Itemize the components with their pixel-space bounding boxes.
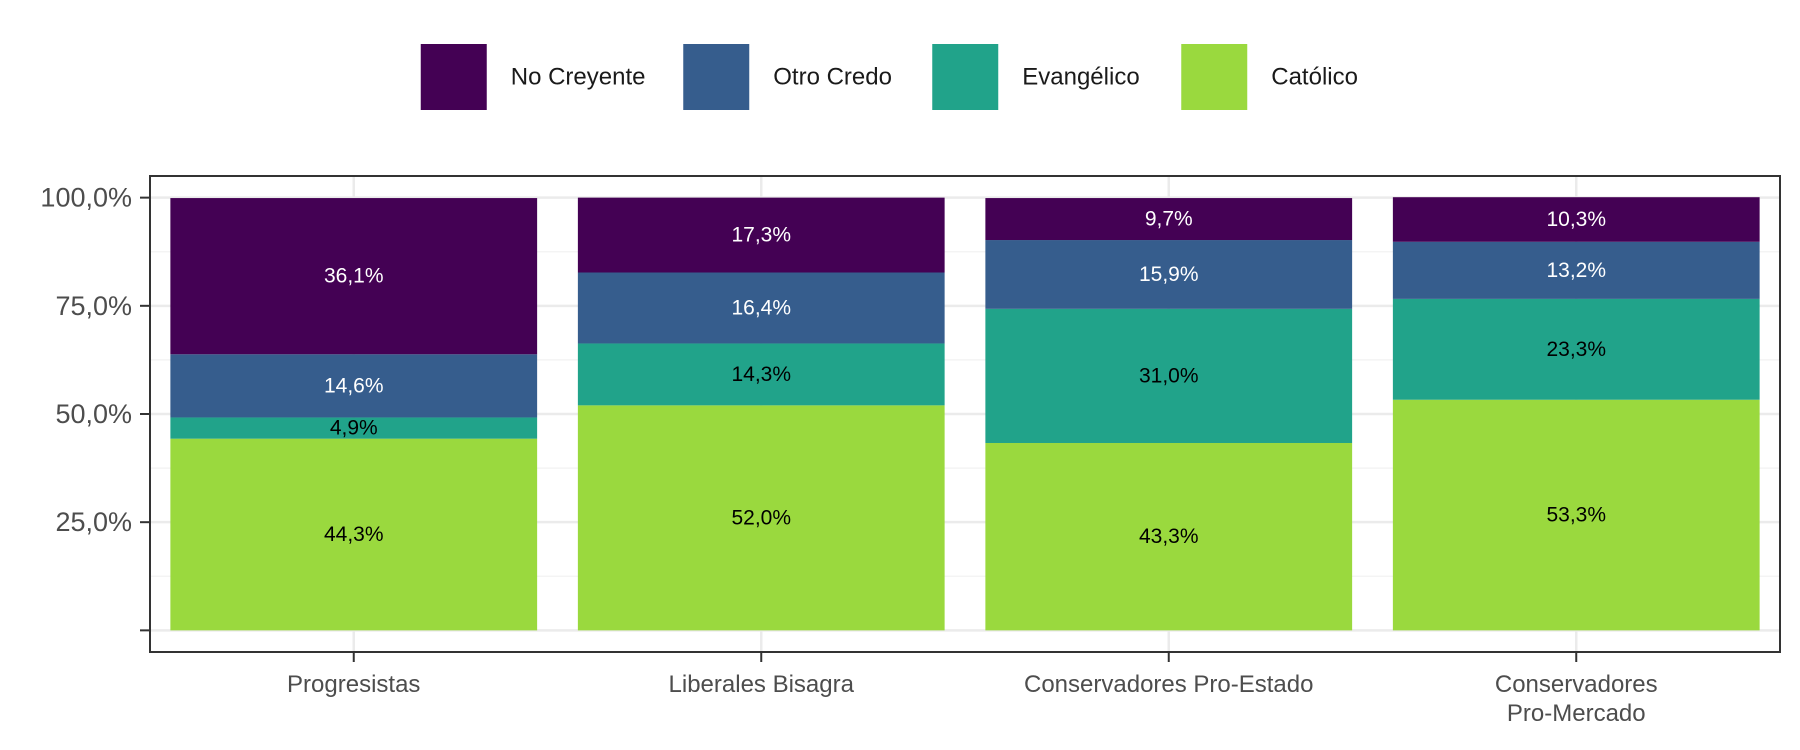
y-tick-label: 75,0% bbox=[55, 291, 132, 321]
bar-evangelico-liberales-bisagra bbox=[577, 343, 945, 406]
legend-key-otro-credo bbox=[683, 44, 750, 110]
bar-evangelico-progresistas bbox=[170, 417, 538, 439]
data-labels: 44,3% 4,9% 14,6% 36,1% 52,0% 14,3% 16,4% 17,3% 4… bbox=[324, 208, 1606, 549]
data-label-otro-credo-conservadores-pro-estado: 15,9% bbox=[1139, 263, 1199, 286]
data-label-no-creyente-conservadores-pro-estado: 9,7% bbox=[1145, 208, 1193, 231]
bar-no-creyente-conservadores-pro-mercado bbox=[1392, 197, 1760, 242]
legend-key-evangelico bbox=[932, 44, 999, 110]
bars bbox=[170, 197, 1760, 631]
bar-otro-credo-liberales-bisagra bbox=[577, 272, 945, 344]
data-label-otro-credo-liberales-bisagra: 16,4% bbox=[731, 296, 791, 319]
data-label-catolico-liberales-bisagra: 52,0% bbox=[731, 506, 791, 529]
data-label-no-creyente-liberales-bisagra: 17,3% bbox=[731, 224, 791, 247]
legend-label-no-creyente: No Creyente bbox=[511, 64, 646, 91]
legend-key-no-creyente bbox=[420, 44, 487, 110]
x-tick-label: Liberales Bisagra bbox=[669, 671, 855, 698]
data-label-catolico-progresistas: 44,3% bbox=[324, 523, 384, 546]
data-label-evangelico-conservadores-pro-estado: 31,0% bbox=[1139, 364, 1199, 387]
data-label-no-creyente-conservadores-pro-mercado: 10,3% bbox=[1546, 208, 1606, 231]
bar-catolico-liberales-bisagra bbox=[577, 405, 945, 631]
bar-evangelico-conservadores-pro-estado bbox=[985, 308, 1353, 443]
bar-otro-credo-conservadores-pro-mercado bbox=[1392, 241, 1760, 299]
data-label-otro-credo-progresistas: 14,6% bbox=[324, 374, 384, 397]
bar-no-creyente-conservadores-pro-estado bbox=[985, 198, 1353, 241]
legend-label-otro-credo: Otro Credo bbox=[773, 64, 892, 91]
legend-label-evangelico: Evangélico bbox=[1022, 64, 1139, 91]
y-tick-label: 50,0% bbox=[55, 399, 132, 429]
data-label-catolico-conservadores-pro-estado: 43,3% bbox=[1139, 525, 1199, 548]
bar-otro-credo-progresistas bbox=[170, 354, 538, 418]
x-tick-label: Pro-Mercado bbox=[1507, 700, 1646, 727]
data-label-evangelico-progresistas: 4,9% bbox=[330, 417, 378, 440]
data-label-evangelico-conservadores-pro-mercado: 23,3% bbox=[1546, 338, 1606, 361]
x-tick-label: Progresistas bbox=[287, 671, 420, 698]
data-label-otro-credo-conservadores-pro-mercado: 13,2% bbox=[1546, 259, 1606, 282]
data-label-evangelico-liberales-bisagra: 14,3% bbox=[731, 363, 791, 386]
axes: 25,0% 50,0% 75,0% 100,0% Progresistas Liberal… bbox=[40, 183, 1657, 727]
y-tick-label: 25,0% bbox=[55, 507, 132, 537]
data-label-no-creyente-progresistas: 36,1% bbox=[324, 265, 384, 288]
legend-label-catolico: Católico bbox=[1271, 64, 1358, 91]
y-tick-label: 100,0% bbox=[40, 183, 132, 213]
x-tick-label: Conservadores bbox=[1495, 671, 1658, 698]
legend: No Creyente Otro Credo Evangélico Católico bbox=[420, 44, 1358, 110]
bar-catolico-conservadores-pro-mercado bbox=[1392, 399, 1760, 631]
bar-no-creyente-progresistas bbox=[170, 198, 538, 355]
bar-catolico-progresistas bbox=[170, 438, 538, 631]
data-label-catolico-conservadores-pro-mercado: 53,3% bbox=[1546, 504, 1606, 527]
x-tick-label: Conservadores Pro-Estado bbox=[1024, 671, 1313, 698]
bar-catolico-conservadores-pro-estado bbox=[985, 442, 1353, 631]
legend-key-catolico bbox=[1181, 44, 1248, 110]
bar-no-creyente-liberales-bisagra bbox=[577, 197, 945, 273]
bar-evangelico-conservadores-pro-mercado bbox=[1392, 298, 1760, 400]
bar-otro-credo-conservadores-pro-estado bbox=[985, 240, 1353, 309]
